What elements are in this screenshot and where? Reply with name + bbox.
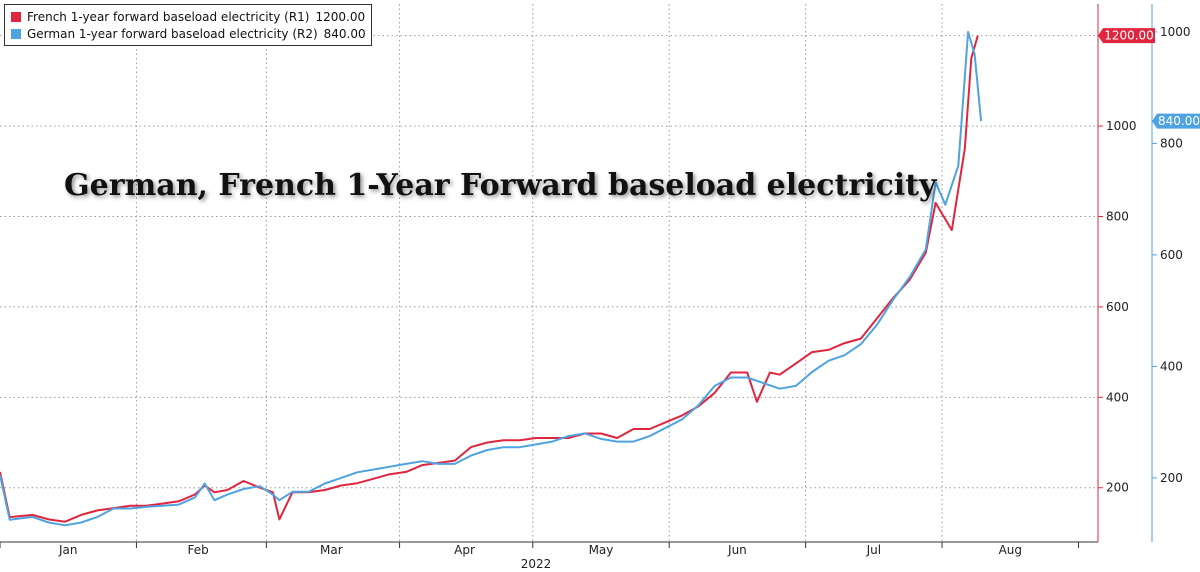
- x-tick-label: Apr: [454, 543, 475, 557]
- x-tick-label: May: [589, 543, 614, 557]
- chart-title: German, French 1-Year Forward baseload e…: [64, 168, 937, 203]
- r1-tick-label: 200: [1106, 481, 1129, 495]
- legend-value-french: 1200.00: [315, 9, 366, 24]
- r2-tick-label: 600: [1160, 248, 1183, 262]
- x-tick-label: Jul: [866, 543, 881, 557]
- legend-label-german: German 1-year forward baseload electrici…: [27, 26, 318, 41]
- legend-swatch-french: [11, 11, 21, 22]
- legend-swatch-german: [11, 28, 21, 39]
- r1-tick-label: 400: [1106, 390, 1129, 404]
- r2-tick-label: 400: [1160, 359, 1183, 373]
- x-tick-label: Aug: [999, 543, 1022, 557]
- r1-tick-label: 800: [1106, 209, 1129, 223]
- x-tick-label: Mar: [320, 543, 343, 557]
- r2-tick-label: 1000: [1160, 25, 1191, 39]
- german-last-value-flag: [1152, 113, 1200, 129]
- x-tick-label: Jun: [727, 543, 747, 557]
- french-last-value-flag: [1098, 28, 1155, 44]
- german-series-line: [0, 30, 983, 527]
- r1-tick-label: 1000: [1106, 119, 1137, 133]
- r2-tick-label: 200: [1160, 471, 1183, 485]
- french-series-line: [0, 35, 979, 523]
- legend-value-german: 840.00: [323, 26, 366, 41]
- x-tick-label: Jan: [58, 543, 78, 557]
- r2-tick-label: 800: [1160, 136, 1183, 150]
- r1-tick-label: 600: [1106, 300, 1129, 314]
- x-tick-label: Feb: [188, 543, 209, 557]
- french-last-value-label: 1200.00: [1104, 29, 1154, 43]
- legend: French 1-year forward baseload electrici…: [4, 4, 372, 46]
- legend-label-french: French 1-year forward baseload electrici…: [27, 9, 310, 24]
- x-axis-label: 2022: [521, 557, 552, 571]
- legend-item-french: French 1-year forward baseload electrici…: [11, 8, 365, 25]
- legend-item-german: German 1-year forward baseload electrici…: [11, 25, 366, 42]
- german-last-value-label: 840.00: [1158, 114, 1200, 128]
